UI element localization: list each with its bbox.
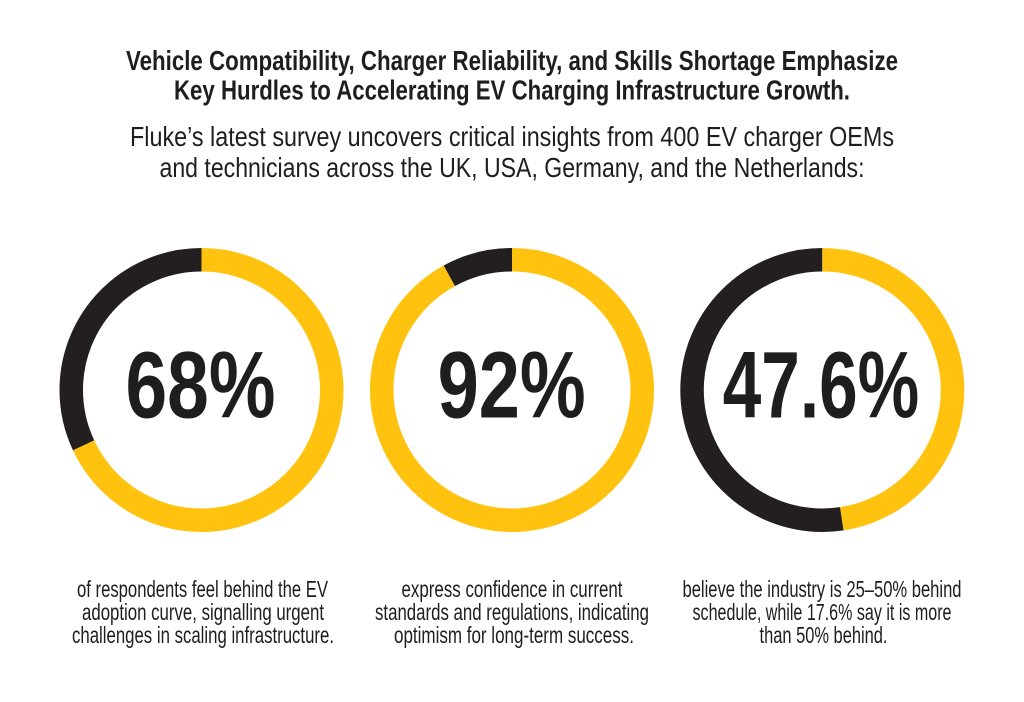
svg-text:92%: 92%: [438, 333, 586, 439]
svg-text:Fluke’s latest survey uncovers: Fluke’s latest survey uncovers critical …: [130, 121, 894, 152]
svg-text:68%: 68%: [126, 333, 276, 439]
svg-text:and technicians across the UK,: and technicians across the UK, USA, Germ…: [160, 152, 865, 183]
svg-text:Key Hurdles to Accelerating EV: Key Hurdles to Accelerating EV Charging …: [174, 75, 850, 106]
svg-text:challenges in scaling infrastr: challenges in scaling infrastructure.: [72, 622, 334, 648]
svg-text:believe the industry is 25–50%: believe the industry is 25–50% behind: [683, 576, 962, 602]
svg-text:47.6%: 47.6%: [723, 333, 920, 439]
svg-text:adoption curve, signalling urg: adoption curve, signalling urgent: [82, 599, 324, 625]
svg-text:of respondents feel behind the: of respondents feel behind the EV: [77, 576, 328, 602]
svg-text:than 50% behind.: than 50% behind.: [760, 622, 888, 648]
svg-text:schedule, while 17.6% say it i: schedule, while 17.6% say it is more: [693, 599, 952, 625]
svg-text:standards and regulations, ind: standards and regulations, indicating: [375, 599, 649, 625]
svg-text:express confidence in current: express confidence in current: [402, 576, 623, 602]
svg-text:Vehicle Compatibility, Charger: Vehicle Compatibility, Charger Reliabili…: [126, 45, 898, 76]
svg-text:optimism for long-term success: optimism for long-term success.: [394, 622, 634, 648]
